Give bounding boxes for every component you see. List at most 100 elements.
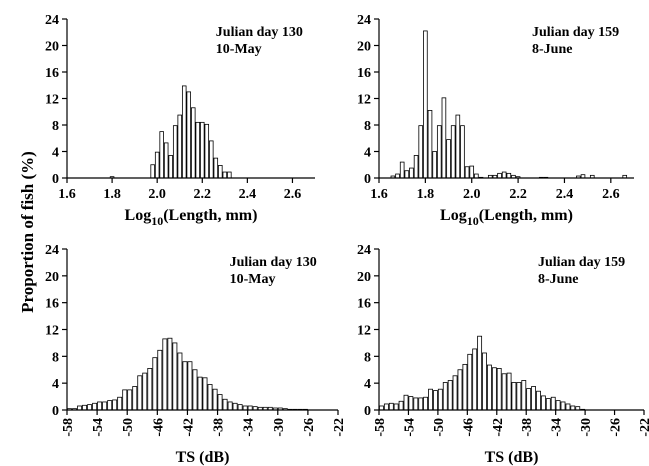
panel-annotation: 10-May xyxy=(230,272,276,287)
x-tick-label: 2.4 xyxy=(239,187,257,202)
histogram-bar xyxy=(506,172,512,179)
x-tick-label: 2.4 xyxy=(556,187,574,202)
y-tick-label: 0 xyxy=(52,172,59,187)
y-tick-label: 0 xyxy=(52,404,59,419)
histogram-bar xyxy=(222,171,228,179)
y-tick-label: 4 xyxy=(52,146,59,161)
x-tick-label: -38 xyxy=(520,418,535,437)
x-tick-label: -50 xyxy=(121,418,136,437)
y-tick-label: 12 xyxy=(45,324,59,339)
histogram-bar xyxy=(187,361,193,411)
x-tick-label: 2.0 xyxy=(148,187,166,202)
histogram-bar xyxy=(462,363,468,411)
y-tick-label: 8 xyxy=(364,119,371,134)
y-tick-label: 12 xyxy=(45,93,59,108)
histogram-bar xyxy=(428,388,433,411)
histogram-bar xyxy=(404,170,410,179)
histogram-bar xyxy=(418,125,424,179)
histogram-bar xyxy=(157,349,163,411)
histogram-bar xyxy=(154,151,160,179)
histogram-bar xyxy=(521,380,527,411)
histogram-bar xyxy=(447,380,453,411)
histogram-bar xyxy=(168,155,173,179)
x-tick-label: -58 xyxy=(373,418,388,437)
y-tick-label: 24 xyxy=(45,243,59,258)
histogram-bar xyxy=(117,396,123,411)
x-axis-label-base: Log xyxy=(125,207,152,224)
x-tick-label: -46 xyxy=(151,418,166,437)
histogram-bar xyxy=(191,107,196,179)
histogram-bar xyxy=(433,390,438,411)
histogram-bar xyxy=(427,110,433,179)
x-tick-label: -46 xyxy=(461,418,476,437)
histogram-bar xyxy=(159,131,164,179)
y-tick-label: 24 xyxy=(357,243,371,258)
histogram-bar xyxy=(555,400,561,411)
histogram-bar xyxy=(200,121,205,179)
histogram-bar xyxy=(227,401,233,411)
y-tick-label: 16 xyxy=(45,66,59,81)
histogram-bar xyxy=(441,97,447,179)
histogram-bar xyxy=(92,402,98,411)
panel-annotation: Julian day 130 xyxy=(216,25,303,40)
y-tick-label: 4 xyxy=(364,377,371,392)
panel-annotation: 8-June xyxy=(532,42,572,57)
y-tick-label: 0 xyxy=(364,404,371,419)
y-tick-label: 16 xyxy=(357,297,371,312)
histogram-bar xyxy=(127,389,133,411)
x-tick-label: -26 xyxy=(609,418,624,437)
y-tick-label: 4 xyxy=(52,377,59,392)
histogram-bar xyxy=(112,399,118,411)
histogram-bar xyxy=(383,403,389,411)
panel-annotation: Julian day 130 xyxy=(230,255,317,270)
y-tick-label: 0 xyxy=(364,172,371,187)
x-tick-label: -22 xyxy=(638,418,649,437)
y-tick-label: 16 xyxy=(45,297,59,312)
x-tick-label: -42 xyxy=(491,418,506,437)
histogram-bar xyxy=(413,397,419,411)
histogram-bar xyxy=(399,161,405,179)
histogram-bar xyxy=(218,165,223,179)
x-axis-label: Log10(Length, mm) xyxy=(125,207,258,228)
histogram-bar xyxy=(450,125,456,179)
x-tick-label: -50 xyxy=(432,418,447,437)
histogram-bar xyxy=(501,373,507,411)
histogram-bar xyxy=(167,337,173,411)
histogram-bar xyxy=(388,402,394,411)
histogram-bar xyxy=(472,348,478,411)
y-tick-label: 20 xyxy=(45,270,59,285)
histogram-bar xyxy=(163,142,169,179)
x-tick-label: -30 xyxy=(272,418,287,437)
histogram-bar xyxy=(531,386,537,411)
x-tick-label: 1.6 xyxy=(370,187,388,202)
histogram-bar xyxy=(77,405,83,411)
histogram-bar xyxy=(102,401,108,411)
x-axis-label-rest: (Length, mm) xyxy=(163,207,257,224)
histogram-bar xyxy=(560,401,566,411)
histogram-bar xyxy=(464,166,470,179)
histogram-bar xyxy=(423,30,428,179)
histogram-bar xyxy=(432,151,437,179)
histogram-bar xyxy=(172,125,178,179)
histogram-bar xyxy=(457,369,463,411)
x-axis-label-base: Log xyxy=(440,207,467,224)
histogram-bar xyxy=(172,342,178,411)
histogram-bar xyxy=(204,123,210,179)
histogram-bar xyxy=(469,165,475,179)
histogram-bar xyxy=(570,405,576,411)
panel-annotation: 8-June xyxy=(538,272,578,287)
histogram-bar xyxy=(482,352,487,411)
histogram-bar xyxy=(242,405,248,411)
panel-top-left: 0 4 8 12 16 20 24 1.6 1.8 2.0 2.2 2.4 2.6 Log10(Lengt… xyxy=(45,13,315,228)
histogram-bar xyxy=(107,400,113,411)
y-tick-label: 24 xyxy=(357,13,371,28)
histogram-bar xyxy=(195,121,201,179)
histogram-bar xyxy=(452,375,458,411)
histogram-bar xyxy=(213,157,219,179)
histogram-bar xyxy=(122,389,128,411)
x-axis-label-subscript: 10 xyxy=(151,214,163,228)
histogram-bar xyxy=(545,398,551,411)
y-tick-label: 20 xyxy=(357,40,371,55)
histogram-bar xyxy=(398,400,404,411)
